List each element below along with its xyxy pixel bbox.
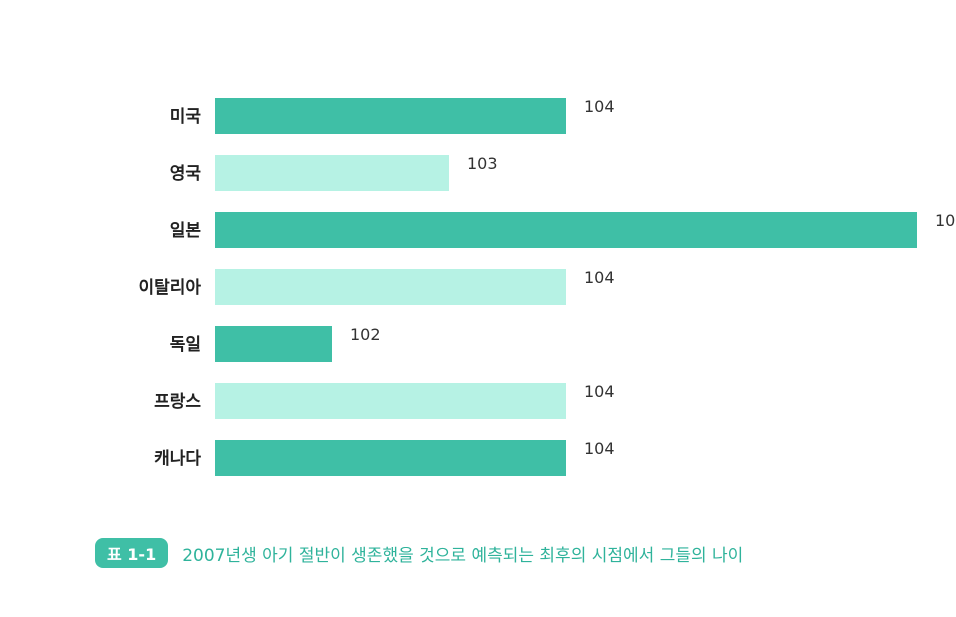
bar xyxy=(215,155,449,191)
category-label: 이탈리아 xyxy=(138,277,201,298)
value-label: 104 xyxy=(584,382,615,401)
bar xyxy=(215,383,566,419)
value-label: 102 xyxy=(350,325,381,344)
category-label: 영국 xyxy=(170,164,202,184)
bar xyxy=(215,440,566,476)
chart-caption: 표 1-1 2007년생 아기 절반이 생존했을 것으로 예측되는 최후의 시점… xyxy=(95,538,743,568)
category-label: 미국 xyxy=(170,107,202,127)
value-label: 104 xyxy=(584,268,615,287)
category-label: 독일 xyxy=(170,335,201,355)
value-label: 107 xyxy=(935,211,956,230)
category-label: 캐나다 xyxy=(154,449,201,469)
bar xyxy=(215,212,917,248)
value-label: 104 xyxy=(584,439,615,458)
bar xyxy=(215,98,566,134)
bar xyxy=(215,326,332,362)
category-label: 프랑스 xyxy=(154,392,201,412)
category-label: 일본 xyxy=(170,221,202,241)
table-number-badge: 표 1-1 xyxy=(95,538,169,568)
value-label: 104 xyxy=(584,97,615,116)
chart-title: 2007년생 아기 절반이 생존했을 것으로 예측되는 최후의 시점에서 그들의… xyxy=(182,545,744,566)
value-label: 103 xyxy=(467,154,498,173)
bar xyxy=(215,269,566,305)
